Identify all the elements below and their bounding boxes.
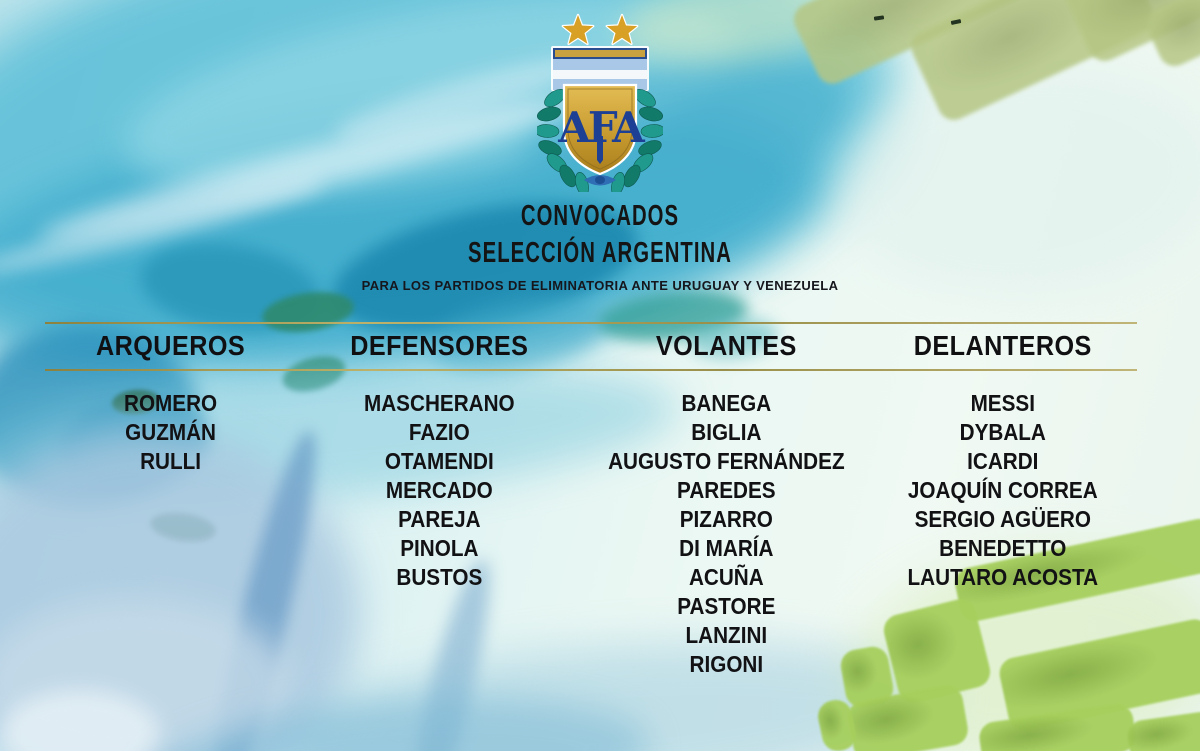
player-name: DI MARÍA xyxy=(678,535,774,561)
column-header-volantes: VOLANTES xyxy=(655,330,797,361)
champion-star-icon xyxy=(605,13,639,46)
player-name: FAZIO xyxy=(408,419,470,445)
page-title: CONVOCADOS xyxy=(520,200,680,232)
player-name: LANZINI xyxy=(685,622,767,648)
table-headers: ARQUEROS DEFENSORES VOLANTES DELANTEROS xyxy=(45,331,1137,361)
player-name: ROMERO xyxy=(124,390,218,416)
player-name: ACUÑA xyxy=(688,564,764,590)
player-name: SERGIO AGÜERO xyxy=(915,506,1092,532)
player-name: RIGONI xyxy=(689,651,763,677)
player-name: MERCADO xyxy=(385,477,493,503)
player-name: OTAMENDI xyxy=(385,448,494,474)
ribbon-bow xyxy=(584,175,616,186)
player-list-delanteros: MESSI DYBALA ICARDI JOAQUÍN CORREA SERGIO AG… xyxy=(869,389,1137,679)
gold-rule-bottom xyxy=(45,369,1137,371)
player-name: PIZARRO xyxy=(679,506,773,532)
player-name: MASCHERANO xyxy=(364,390,515,416)
champion-star-icon xyxy=(561,13,595,46)
player-list-volantes: BANEGA BIGLIA AUGUSTO FERNÁNDEZ PAREDES PIZA… xyxy=(583,389,870,679)
player-name: RULLI xyxy=(140,448,202,474)
player-name: PAREDES xyxy=(676,477,776,503)
column-header-arqueros: ARQUEROS xyxy=(95,330,246,361)
afa-logo: AFA xyxy=(537,13,663,192)
player-list-defensores: MASCHERANO FAZIO OTAMENDI MERCADO PAREJA PINO… xyxy=(296,389,583,679)
crest-f-tail xyxy=(597,136,603,164)
player-name: BIGLIA xyxy=(691,419,762,445)
gold-rule-top xyxy=(45,322,1137,324)
column-header-delanteros: DELANTEROS xyxy=(914,330,1093,361)
player-name: JOAQUÍN CORREA xyxy=(908,477,1099,503)
player-list-arqueros: ROMERO GUZMÁN RULLI xyxy=(45,389,296,679)
player-name: ICARDI xyxy=(967,448,1039,474)
player-name: PASTORE xyxy=(677,593,776,619)
table-columns: ROMERO GUZMÁN RULLI MASCHERANO FAZIO OTAMENDI… xyxy=(45,389,1137,679)
player-name: GUZMÁN xyxy=(125,419,216,445)
player-name: BUSTOS xyxy=(396,564,483,590)
player-name: MESSI xyxy=(971,390,1036,416)
laurel-wreath xyxy=(537,88,663,192)
player-name: LAUTARO ACOSTA xyxy=(907,564,1099,590)
player-name: PINOLA xyxy=(400,535,479,561)
crest-letters: AFA xyxy=(557,103,646,152)
tagline: PARA LOS PARTIDOS DE ELIMINATORIA ANTE U… xyxy=(361,278,839,293)
page-subtitle: SELECCIÓN ARGENTINA xyxy=(468,237,732,269)
player-name: BENEDETTO xyxy=(939,535,1067,561)
player-name: DYBALA xyxy=(960,419,1047,445)
player-name: BANEGA xyxy=(681,390,771,416)
player-name: AUGUSTO FERNÁNDEZ xyxy=(607,448,845,474)
crest-shield: AFA xyxy=(557,83,649,176)
player-name: PAREJA xyxy=(398,506,481,532)
column-header-defensores: DEFENSORES xyxy=(350,330,529,361)
